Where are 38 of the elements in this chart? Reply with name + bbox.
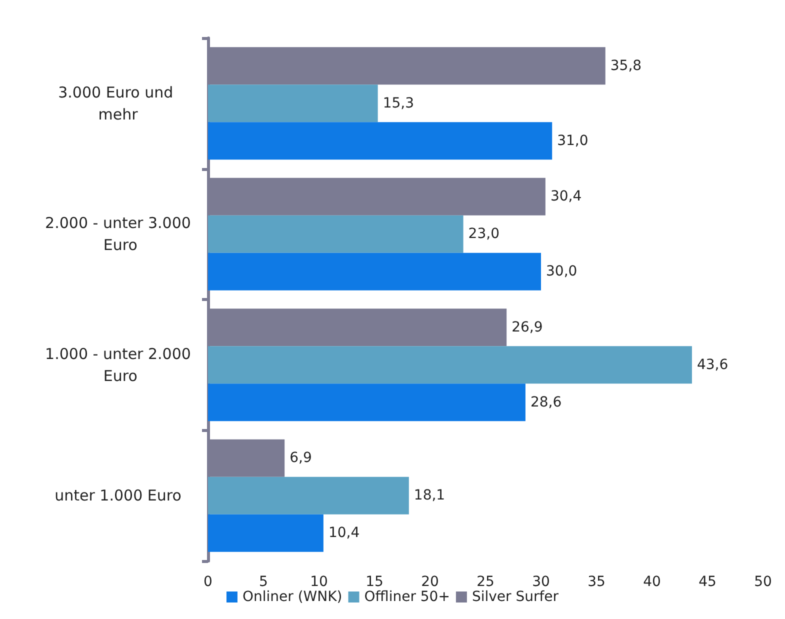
y-tick-label: 3.000 Euro und mehr xyxy=(58,83,178,124)
bar xyxy=(208,215,464,253)
legend-label: Onliner (WNK) xyxy=(242,589,342,605)
legend-label: Offliner 50+ xyxy=(364,589,450,605)
bar xyxy=(208,84,378,122)
bar xyxy=(208,122,552,160)
data-label: 18,1 xyxy=(414,488,446,504)
bar xyxy=(208,346,692,384)
x-tick-label: 30 xyxy=(532,574,550,590)
data-label: 30,0 xyxy=(546,264,578,280)
data-label: 28,6 xyxy=(530,394,562,410)
x-tick-label: 35 xyxy=(588,574,606,590)
bar xyxy=(208,384,526,422)
x-tick-label: 25 xyxy=(476,574,494,590)
x-tick-label: 50 xyxy=(754,574,772,590)
data-label: 26,9 xyxy=(512,319,543,336)
data-label: 15,3 xyxy=(382,95,414,112)
x-tick-label: 15 xyxy=(366,574,384,590)
x-tick-label: 45 xyxy=(698,574,716,590)
bar xyxy=(208,252,541,290)
data-label: 23,0 xyxy=(468,226,500,242)
data-label: 35,8 xyxy=(610,58,642,74)
y-tick-label: 2.000 - unter 3.000 Euro xyxy=(45,214,191,254)
data-label: 10,4 xyxy=(328,525,360,542)
data-label: 43,6 xyxy=(696,356,728,373)
data-label: 6,9 xyxy=(290,450,312,466)
y-tick-label: unter 1.000 Euro xyxy=(54,486,182,505)
bar xyxy=(208,514,324,552)
x-tick-label: 0 xyxy=(204,574,212,590)
x-tick-label: 10 xyxy=(310,574,328,590)
data-label: 30,4 xyxy=(550,188,582,205)
x-tick-label: 20 xyxy=(421,574,439,590)
bar xyxy=(208,476,409,514)
x-tick-label: 40 xyxy=(643,574,661,590)
y-tick-label: 1.000 - unter 2.000 Euro xyxy=(45,344,191,385)
x-tick-label: 5 xyxy=(259,574,268,590)
data-label: 31,0 xyxy=(557,132,588,149)
legend-label: Silver Surfer xyxy=(472,589,559,605)
